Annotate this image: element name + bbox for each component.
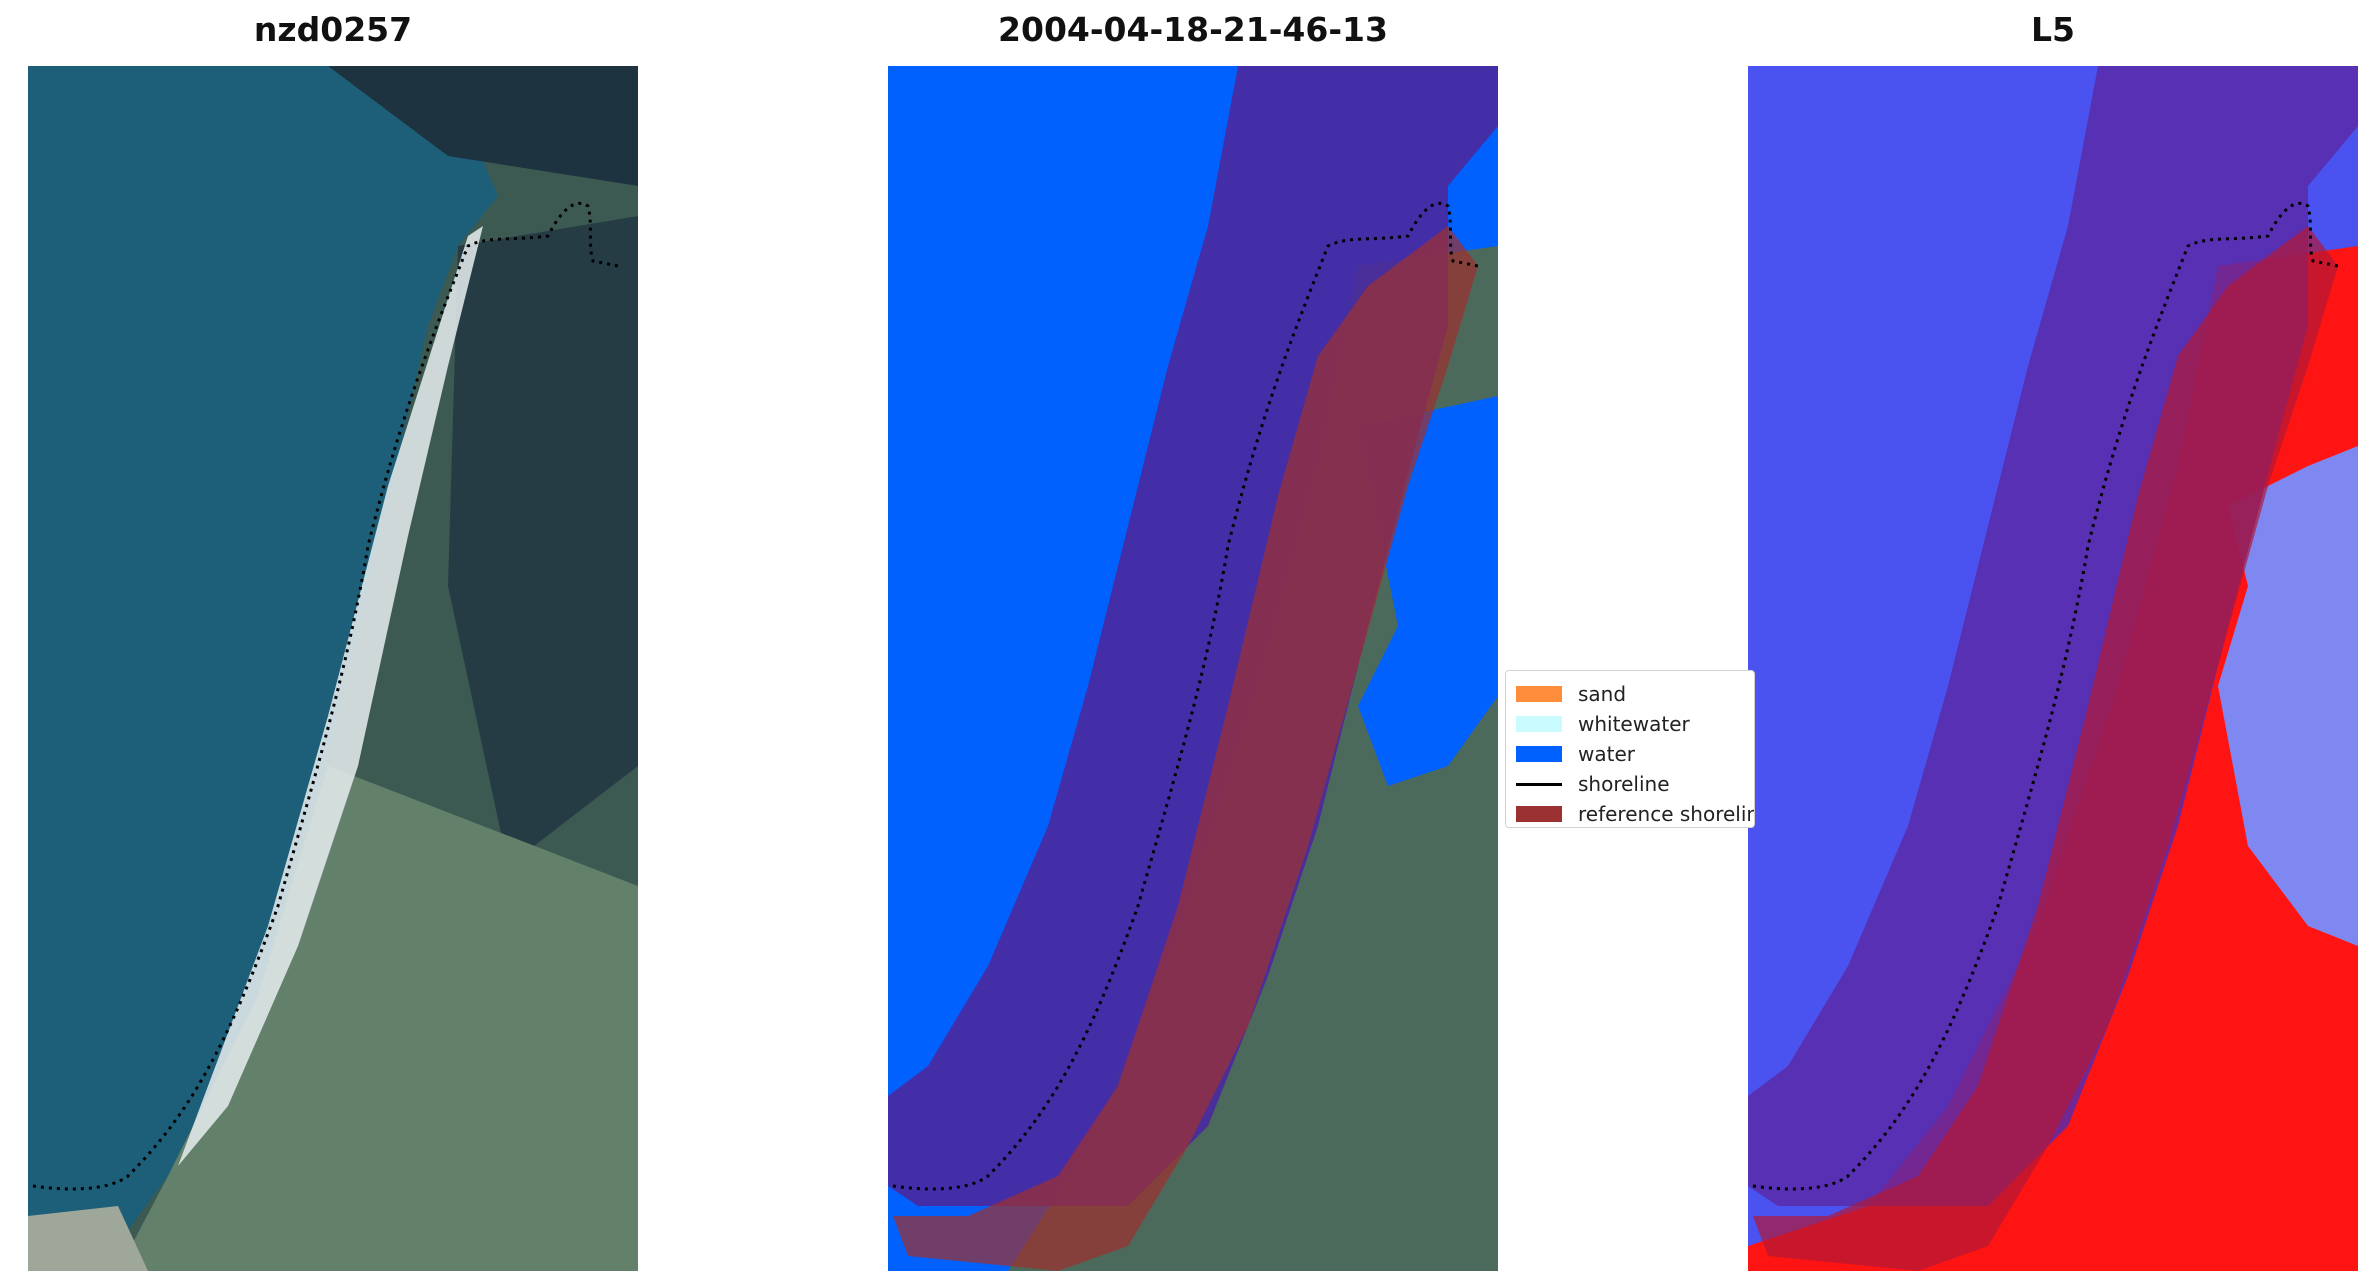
- water-swatch: [1516, 746, 1562, 762]
- legend-label-whitewater: whitewater: [1578, 712, 1690, 736]
- legend-item-reference-shoreline: reference shoreline: [1516, 799, 1755, 827]
- shoreline-swatch: [1516, 782, 1562, 786]
- sand-swatch: [1516, 686, 1562, 702]
- rgb-satellite-image: [28, 66, 638, 1271]
- index-image: [1748, 66, 2358, 1271]
- panel-title-classified: 2004-04-18-21-46-13: [998, 10, 1388, 49]
- reference-shoreline-swatch: [1516, 806, 1562, 822]
- legend-item-water: water: [1516, 739, 1754, 769]
- legend-item-shoreline: shoreline: [1516, 769, 1754, 799]
- legend-label-shoreline: shoreline: [1578, 772, 1670, 796]
- legend-item-sand: sand: [1516, 679, 1754, 709]
- legend-label-reference-shoreline: reference shoreline: [1578, 802, 1755, 826]
- legend-label-sand: sand: [1578, 682, 1627, 706]
- legend: sand whitewater water shoreline referenc…: [1505, 670, 1755, 828]
- classified-image-panel: [888, 66, 1498, 1271]
- classified-image: [888, 66, 1498, 1271]
- panel-title-rgb: nzd0257: [253, 10, 413, 49]
- rgb-image-panel: [28, 66, 638, 1271]
- legend-label-water: water: [1578, 742, 1635, 766]
- whitewater-swatch: [1516, 716, 1562, 732]
- panel-title-index: L5: [2031, 10, 2075, 49]
- legend-item-whitewater: whitewater: [1516, 709, 1754, 739]
- index-image-panel: [1748, 66, 2358, 1271]
